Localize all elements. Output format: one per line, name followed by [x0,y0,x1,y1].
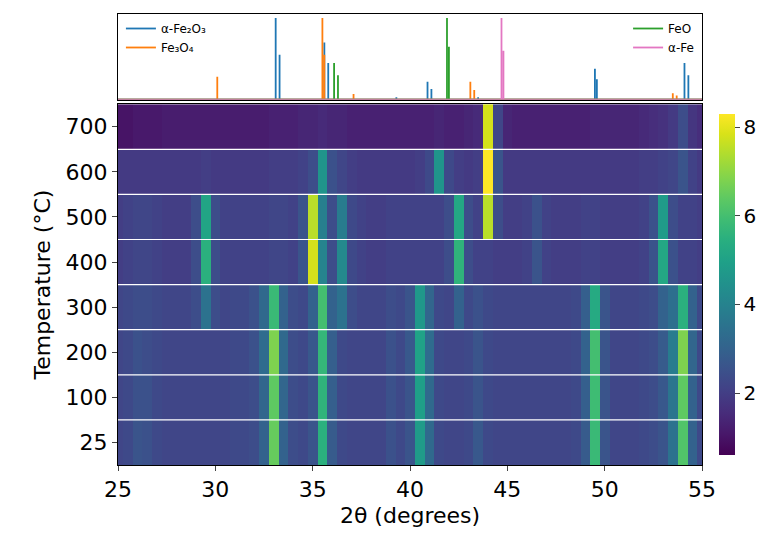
svg-text:25: 25 [104,477,132,502]
svg-text:FeO: FeO [668,22,691,36]
svg-text:400: 400 [66,250,108,275]
svg-text:200: 200 [66,340,108,365]
svg-text:50: 50 [591,477,619,502]
svg-text:2: 2 [744,381,757,405]
svg-text:300: 300 [66,295,108,320]
svg-text:25: 25 [80,430,108,455]
svg-text:α-Fe₂O₃: α-Fe₂O₃ [161,22,206,36]
svg-text:2θ (degrees): 2θ (degrees) [340,503,480,528]
svg-text:30: 30 [201,477,229,502]
svg-text:40: 40 [396,477,424,502]
svg-text:700: 700 [66,114,108,139]
svg-text:Fe₃O₄: Fe₃O₄ [161,41,194,55]
svg-text:6: 6 [744,204,757,228]
svg-text:8: 8 [744,115,757,139]
svg-text:500: 500 [66,205,108,230]
svg-text:100: 100 [66,385,108,410]
svg-text:35: 35 [299,477,327,502]
svg-text:600: 600 [66,160,108,185]
svg-text:55: 55 [688,477,716,502]
svg-text:α-Fe: α-Fe [668,41,694,55]
svg-text:4: 4 [744,292,757,316]
svg-text:Temperature (°C): Temperature (°C) [30,190,55,381]
svg-text:45: 45 [493,477,521,502]
